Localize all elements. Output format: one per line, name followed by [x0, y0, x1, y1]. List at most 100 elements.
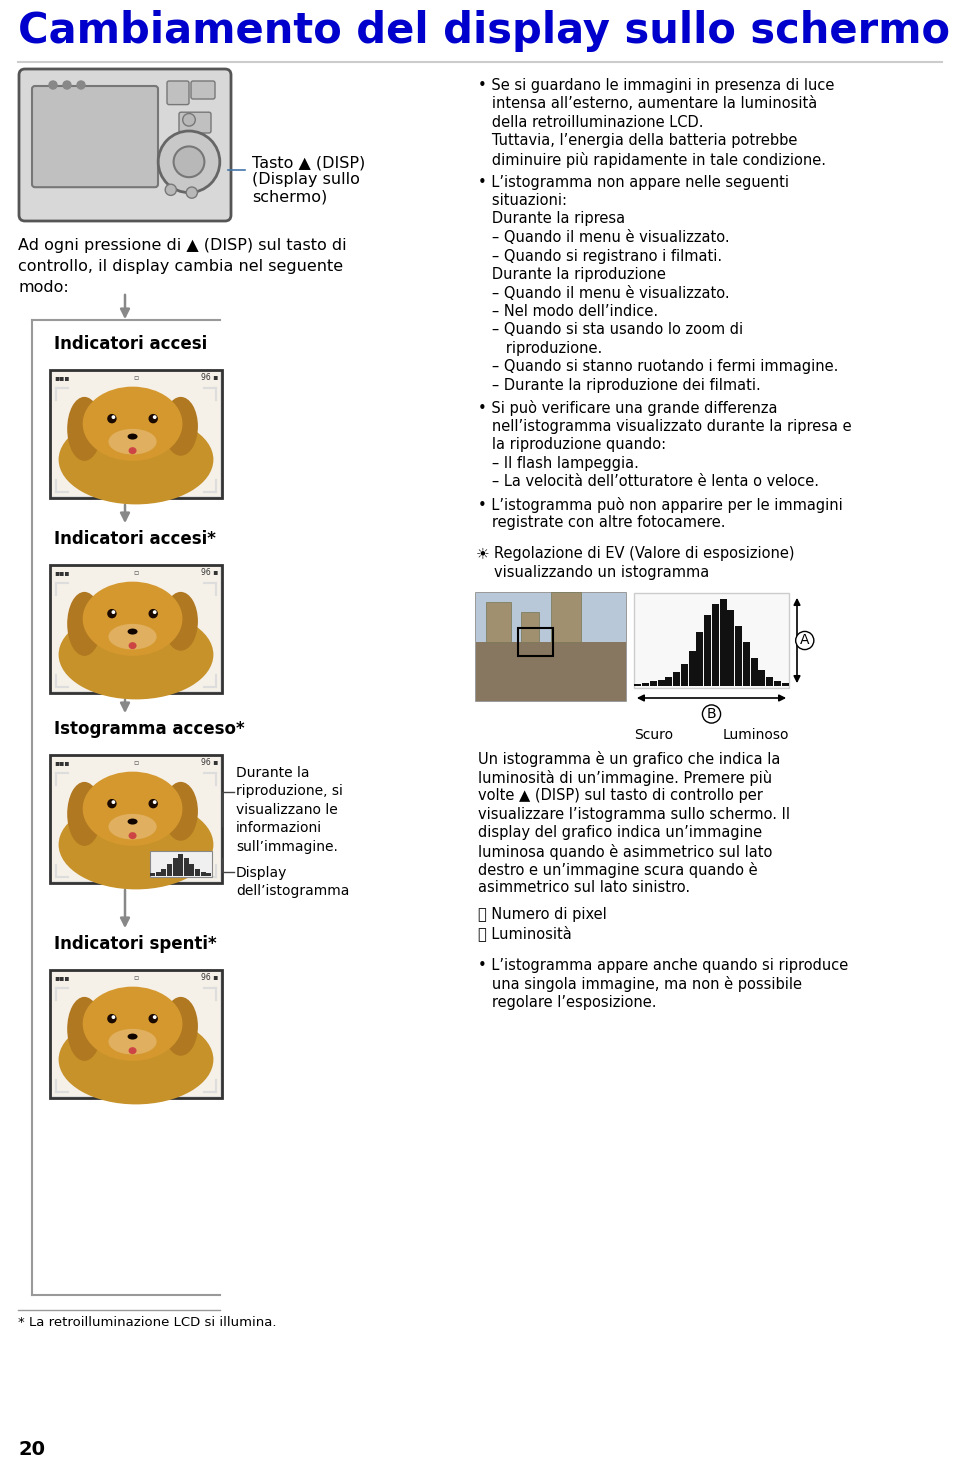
Text: Tasto ▲ (DISP)
(Display sullo
schermo): Tasto ▲ (DISP) (Display sullo schermo)	[252, 155, 365, 205]
Bar	[758, 670, 765, 686]
Circle shape	[149, 800, 157, 807]
Circle shape	[108, 610, 116, 617]
Text: visualizzare l’istogramma sullo schermo. Il: visualizzare l’istogramma sullo schermo.…	[478, 807, 790, 822]
Ellipse shape	[108, 815, 156, 840]
FancyBboxPatch shape	[179, 112, 211, 133]
Circle shape	[149, 1015, 157, 1022]
Text: Durante la riproduzione: Durante la riproduzione	[478, 267, 666, 281]
Bar	[551, 592, 581, 642]
Ellipse shape	[163, 997, 198, 1056]
Text: – Quando il menu è visualizzato.: – Quando il menu è visualizzato.	[478, 286, 730, 300]
FancyBboxPatch shape	[19, 69, 231, 221]
Bar	[150, 873, 156, 876]
Text: – Quando il menu è visualizzato.: – Quando il menu è visualizzato.	[478, 230, 730, 245]
Bar	[766, 676, 773, 686]
Text: ▫: ▫	[133, 974, 138, 982]
Ellipse shape	[67, 782, 102, 846]
Bar	[50, 566, 222, 692]
Ellipse shape	[83, 386, 182, 461]
Text: Durante la ripresa: Durante la ripresa	[478, 212, 625, 227]
FancyBboxPatch shape	[32, 85, 158, 187]
Text: asimmetrico sul lato sinistro.: asimmetrico sul lato sinistro.	[478, 881, 690, 896]
Bar	[52, 567, 220, 691]
Bar	[179, 854, 183, 876]
FancyBboxPatch shape	[167, 81, 189, 105]
Text: Indicatori spenti*: Indicatori spenti*	[54, 935, 217, 953]
Text: • L’istogramma appare anche quando si riproduce: • L’istogramma appare anche quando si ri…	[478, 957, 849, 974]
Bar	[743, 642, 750, 686]
Bar	[696, 632, 704, 686]
Text: Un istogramma è un grafico che indica la: Un istogramma è un grafico che indica la	[478, 751, 780, 767]
Circle shape	[112, 611, 114, 613]
Text: – Quando si stanno ruotando i fermi immagine.: – Quando si stanno ruotando i fermi imma…	[478, 359, 838, 374]
Text: ▪▪▪: ▪▪▪	[54, 759, 69, 767]
Bar	[156, 872, 160, 876]
Ellipse shape	[129, 832, 136, 840]
Bar	[50, 370, 222, 498]
Ellipse shape	[128, 819, 137, 825]
Bar	[173, 859, 178, 876]
Bar	[688, 651, 696, 686]
Circle shape	[112, 801, 114, 803]
Circle shape	[154, 415, 156, 418]
FancyBboxPatch shape	[191, 81, 215, 99]
Text: ▪▪▪: ▪▪▪	[54, 373, 69, 382]
Circle shape	[154, 801, 156, 803]
Text: registrate con altre fotocamere.: registrate con altre fotocamere.	[478, 516, 726, 530]
Bar	[150, 851, 211, 876]
Text: – Quando si registrano i filmati.: – Quando si registrano i filmati.	[478, 249, 722, 264]
Bar	[52, 972, 220, 1096]
Text: intensa all’esterno, aumentare la luminosità: intensa all’esterno, aumentare la lumino…	[478, 97, 817, 112]
Bar	[634, 594, 789, 688]
Bar	[206, 873, 211, 876]
Ellipse shape	[59, 1015, 213, 1105]
Bar	[52, 373, 220, 496]
Bar	[635, 685, 641, 686]
Circle shape	[49, 81, 57, 88]
Text: Scuro: Scuro	[634, 728, 673, 742]
Ellipse shape	[67, 396, 102, 461]
Bar	[50, 971, 222, 1097]
Text: Display
dell’istogramma: Display dell’istogramma	[236, 866, 349, 899]
Bar	[781, 683, 789, 686]
Text: una singola immagine, ma non è possibile: una singola immagine, ma non è possibile	[478, 977, 802, 993]
Text: – Quando si sta usando lo zoom di: – Quando si sta usando lo zoom di	[478, 323, 743, 337]
Circle shape	[154, 611, 156, 613]
Text: volte ▲ (DISP) sul tasto di controllo per: volte ▲ (DISP) sul tasto di controllo pe…	[478, 788, 763, 803]
Text: regolare l’esposizione.: regolare l’esposizione.	[478, 994, 657, 1010]
Ellipse shape	[129, 1047, 136, 1055]
Bar	[201, 872, 205, 876]
Circle shape	[158, 131, 220, 193]
Circle shape	[112, 1016, 114, 1018]
Text: diminuire più rapidamente in tale condizione.: diminuire più rapidamente in tale condiz…	[478, 152, 826, 168]
Bar	[195, 869, 200, 876]
Circle shape	[108, 800, 116, 807]
Text: della retroilluminazione LCD.: della retroilluminazione LCD.	[478, 115, 704, 130]
Text: ▪▪▪: ▪▪▪	[54, 569, 69, 577]
Text: Durante la
riproduzione, si
visualizzano le
informazioni
sull’immagine.: Durante la riproduzione, si visualizzano…	[236, 766, 343, 853]
Bar	[720, 600, 727, 686]
Ellipse shape	[67, 592, 102, 655]
Ellipse shape	[108, 1028, 156, 1055]
Text: B: B	[707, 707, 716, 720]
Ellipse shape	[128, 433, 137, 439]
Bar	[52, 972, 220, 1096]
Ellipse shape	[163, 396, 198, 455]
Ellipse shape	[128, 1034, 137, 1040]
Circle shape	[154, 1016, 156, 1018]
Ellipse shape	[163, 592, 198, 651]
Text: 96 ▪: 96 ▪	[201, 759, 218, 767]
Circle shape	[63, 81, 71, 88]
Circle shape	[182, 113, 195, 127]
Text: – Nel modo dell’indice.: – Nel modo dell’indice.	[478, 303, 659, 320]
Circle shape	[77, 81, 85, 88]
Text: luminosa quando è asimmetrico sul lato: luminosa quando è asimmetrico sul lato	[478, 844, 773, 860]
Text: ▫: ▫	[133, 373, 138, 382]
Text: 96 ▪: 96 ▪	[201, 974, 218, 982]
Bar	[52, 757, 220, 881]
Bar	[521, 611, 539, 642]
Bar	[52, 567, 220, 691]
Ellipse shape	[59, 415, 213, 504]
Text: ▫: ▫	[133, 759, 138, 767]
Text: luminosità di un’immagine. Premere più: luminosità di un’immagine. Premere più	[478, 769, 772, 785]
